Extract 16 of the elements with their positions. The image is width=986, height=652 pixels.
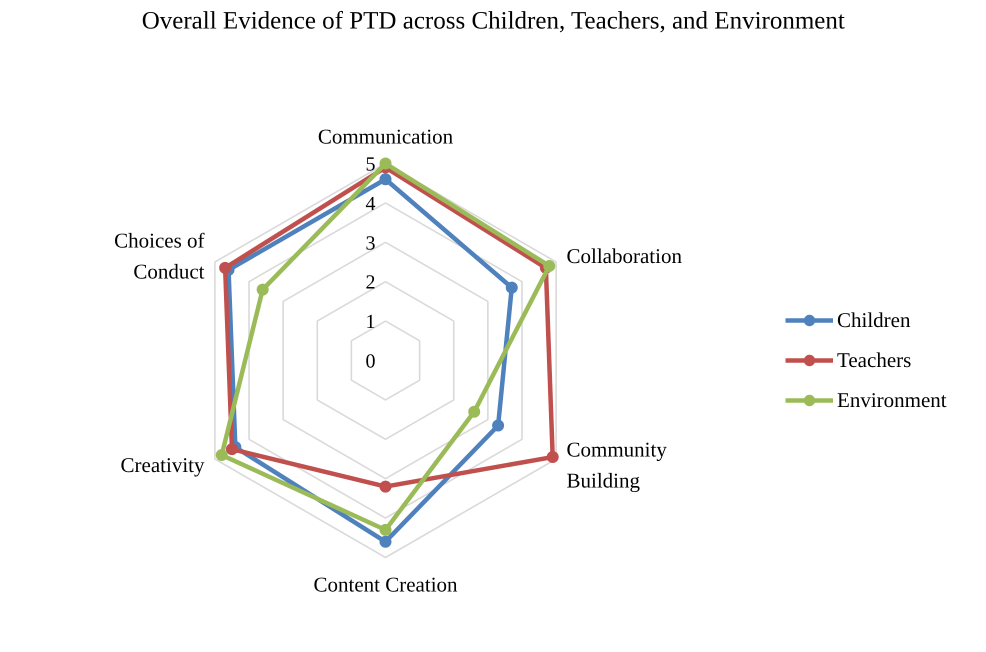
legend-label: Teachers xyxy=(837,348,912,372)
y-tick-label: 5 xyxy=(366,154,376,176)
spoke-label: Communication xyxy=(318,124,454,148)
spoke-label: Choices of Conduct xyxy=(114,228,205,284)
spoke-label: Creativity xyxy=(120,453,205,477)
y-tick-label: 1 xyxy=(366,311,376,334)
legend-label: Children xyxy=(837,308,910,332)
y-tick-label: 3 xyxy=(366,232,376,254)
chart-title: Overall Evidence of PTD across Children, Teachers, and Environment xyxy=(142,8,845,34)
legend-label: Environment xyxy=(837,388,947,412)
spoke-label: Community Building xyxy=(566,437,668,493)
y-tick-label: 2 xyxy=(366,272,376,294)
y-tick-label: 4 xyxy=(366,192,376,215)
y-tick-label: 0 xyxy=(366,350,376,372)
spoke-label: Collaboration xyxy=(566,244,682,268)
spoke-label: Content Creation xyxy=(313,572,458,596)
